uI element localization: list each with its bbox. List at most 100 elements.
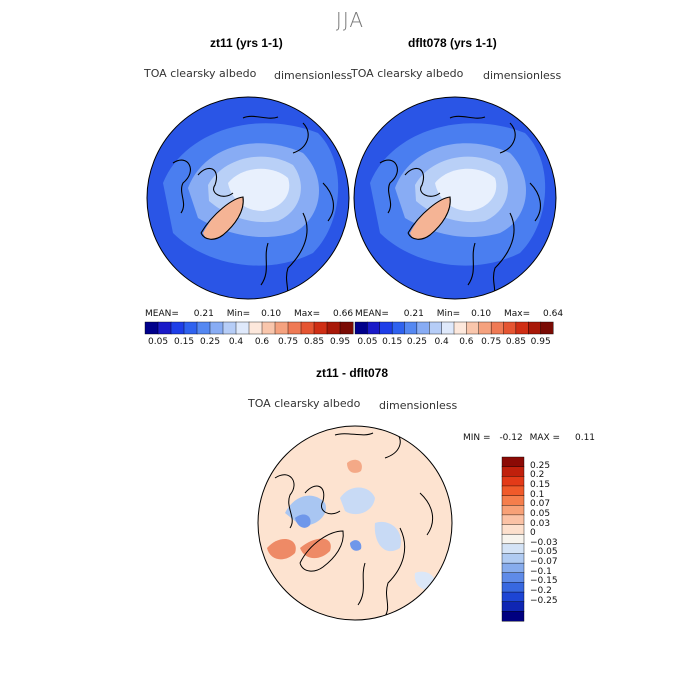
colorbar-swatch [429,321,443,335]
positive-anomaly-region [347,459,362,473]
positive-anomaly-region [267,538,296,560]
colorbar-tick-label: 0.05 [148,337,169,347]
colorbar-swatch [196,321,211,335]
min-value: 0.10 [471,309,492,319]
colorbar-tick-label: 0.6 [254,337,270,347]
colorbar-tick-label: −0.15 [530,576,558,587]
panel-2-stats: MEAN= 0.21 Min= 0.10 Max= 0.64 [355,309,563,319]
max-label: MAX = [529,433,561,443]
colorbar-panel-1-labels: 0.05 0.15 0.25 0.4 0.6 0.75 0.85 0.95 [145,337,353,349]
mean-value: 0.21 [403,309,424,319]
panel-1-map [146,96,350,300]
colorbar-swatch [501,562,525,574]
min-label: Min= [226,309,251,319]
diff-units: dimensionless [379,399,458,412]
colorbar-swatch [501,524,525,535]
colorbar-panel-2 [354,321,554,335]
colorbar-swatch [326,321,341,335]
colorbar-swatch [528,321,542,335]
colorbar-swatch [540,321,554,335]
min-label: MIN = [463,433,491,443]
max-label: Max= [294,309,321,319]
mean-label: MEAN= [355,309,389,319]
colorbar-tick-label: −0.1 [530,566,552,577]
colorbar-tick-label: 0.2 [530,470,545,481]
colorbar-tick-label: 0.15 [382,337,403,347]
colorbar-swatch [501,611,525,622]
colorbar-swatch [501,572,525,583]
colorbar-swatch [183,321,198,335]
colorbar-swatch [501,601,525,612]
negative-anomaly-region [340,487,375,515]
diff-variable: TOA clearsky albedo [248,397,361,410]
panel-2-units: dimensionless [483,69,562,82]
colorbar-tick-label: 0.25 [406,337,427,347]
colorbar-swatch [501,485,525,497]
panel-1-stats: MEAN= 0.21 Min= 0.10 Max= 0.66 [145,309,353,319]
diff-title: zt11 - dflt078 [316,366,389,380]
colorbar-tick-label: −0.07 [530,557,558,568]
colorbar-tick-label: 0.85 [505,337,526,347]
colorbar-tick-label: 0.25 [200,337,221,347]
coastlines [274,430,434,620]
colorbar-tick-label: 0.85 [304,337,325,347]
colorbar-tick-label: 0.05 [357,337,378,347]
colorbar-tick-label: 0 [530,528,536,539]
panel-2-map [353,96,557,300]
colorbar-swatch [248,321,263,335]
colorbar-swatch [367,321,381,335]
colorbar-swatch [501,543,525,554]
max-value: 0.64 [543,309,564,319]
diff-base-region [258,426,452,620]
colorbar-tick-label: −0.2 [530,586,552,597]
colorbar-tick-label: −0.03 [530,537,558,548]
greenland [410,197,451,240]
max-value: 0.11 [574,433,596,443]
colorbar-swatch [490,321,505,335]
colorbar-swatch [501,456,525,468]
colorbar-swatch [416,321,430,335]
colorbar-tick-label: 0.4 [228,337,244,347]
colorbar-swatch [501,505,525,516]
negative-anomaly-region [295,514,311,528]
negative-anomaly-region [350,540,362,551]
negative-anomaly-region [374,521,401,552]
colorbar-swatch [261,321,276,335]
colorbar-swatch [501,466,525,477]
mean-value: 0.21 [193,309,214,319]
colorbar-swatch [478,321,492,335]
colorbar-swatch [391,321,406,335]
panel-2-title: dflt078 (yrs 1-1) [408,36,497,50]
colorbar-swatch [287,321,302,335]
colorbar-swatch [339,321,354,335]
colorbar-swatch [503,321,517,335]
min-value: 0.10 [261,309,282,319]
colorbar-diff-labels: 0.25 0.2 0.15 0.1 0.07 0.05 0.03 0 −0.03 −0.05 −0.… [530,457,580,621]
max-value: 0.66 [333,309,354,319]
positive-anomaly-region [300,538,331,559]
colorbar-tick-label: 0.07 [530,499,551,510]
colorbar-tick-label: 0.05 [530,508,551,519]
colorbar-swatch [313,321,328,335]
panel-1-variable: TOA clearsky albedo [144,67,257,80]
colorbar-swatch [354,321,368,335]
colorbar-tick-label: −0.05 [530,547,558,558]
colorbar-swatch [501,591,525,603]
colorbar-tick-label: 0.03 [530,518,551,529]
colorbar-tick-label: 0.1 [530,489,545,500]
colorbar-swatch [501,514,525,526]
colorbar-tick-label: 0.6 [459,337,474,347]
min-label: Min= [436,309,461,319]
colorbar-tick-label: 0.4 [434,337,449,347]
season-title: JJA [335,8,365,32]
colorbar-swatch [404,321,418,335]
colorbar-swatch [235,321,250,335]
mean-label: MEAN= [145,309,179,319]
colorbar-swatch [300,321,315,335]
colorbar-panel-2-labels: 0.05 0.15 0.25 0.4 0.6 0.75 0.85 0.95 [355,337,553,349]
colorbar-swatch [209,321,224,335]
panel-1-title: zt11 (yrs 1-1) [210,36,283,50]
colorbar-swatch [222,321,237,335]
colorbar-tick-label: 0.75 [481,337,502,347]
colorbar-swatch [144,321,159,335]
